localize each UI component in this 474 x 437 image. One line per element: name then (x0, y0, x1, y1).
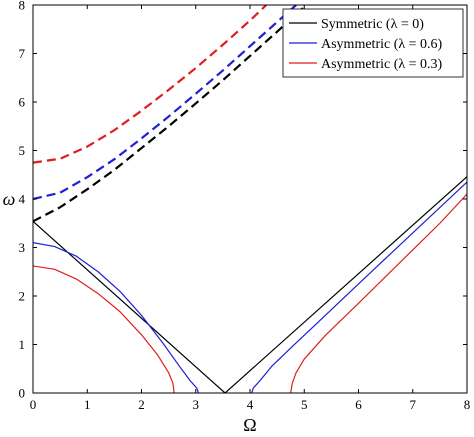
y-tick-label: 7 (19, 46, 26, 61)
series-line-1-1 (251, 181, 467, 393)
legend-entry: Symmetric (λ = 0) (321, 17, 424, 32)
y-tick-label: 4 (19, 192, 26, 207)
y-tick-label: 6 (19, 95, 26, 110)
series-line-3-0 (33, 5, 308, 223)
x-tick-label: 8 (464, 397, 471, 412)
series-line-5-0 (33, 5, 268, 164)
x-tick-label: 1 (84, 397, 91, 412)
y-tick-label: 8 (19, 0, 26, 13)
x-tick-label: 2 (138, 397, 145, 412)
x-tick-label: 6 (355, 397, 362, 412)
x-tick-label: 5 (301, 397, 308, 412)
series-line-2-1 (290, 193, 467, 393)
series-line-4-0 (33, 5, 297, 201)
x-tick-label: 0 (30, 397, 37, 412)
y-tick-label: 2 (19, 289, 26, 304)
x-tick-label: 4 (247, 397, 254, 412)
ticks-layer: 0 1 2 3 4 5 6 7 8 0 1 2 3 4 5 6 7 8 (19, 0, 471, 412)
y-tick-label: 5 (19, 143, 26, 158)
series-line-1-0 (33, 242, 200, 393)
y-tick-label: 0 (19, 386, 26, 401)
legend: Symmetric (λ = 0) Asymmetric (λ = 0.6) Asy… (282, 8, 464, 78)
series-line-2-0 (33, 265, 175, 393)
y-tick-label: 1 (19, 337, 26, 352)
series-line-0-0 (33, 176, 467, 393)
x-tick-label: 7 (410, 397, 417, 412)
legend-entry: Asymmetric (λ = 0.6) (321, 37, 443, 52)
y-axis-label: ω (3, 189, 16, 209)
y-tick-label: 3 (19, 240, 26, 255)
legend-entry: Asymmetric (λ = 0.3) (321, 57, 443, 72)
x-axis-label: Ω (243, 415, 256, 435)
x-tick-label: 3 (193, 397, 200, 412)
series-layer (33, 5, 467, 393)
